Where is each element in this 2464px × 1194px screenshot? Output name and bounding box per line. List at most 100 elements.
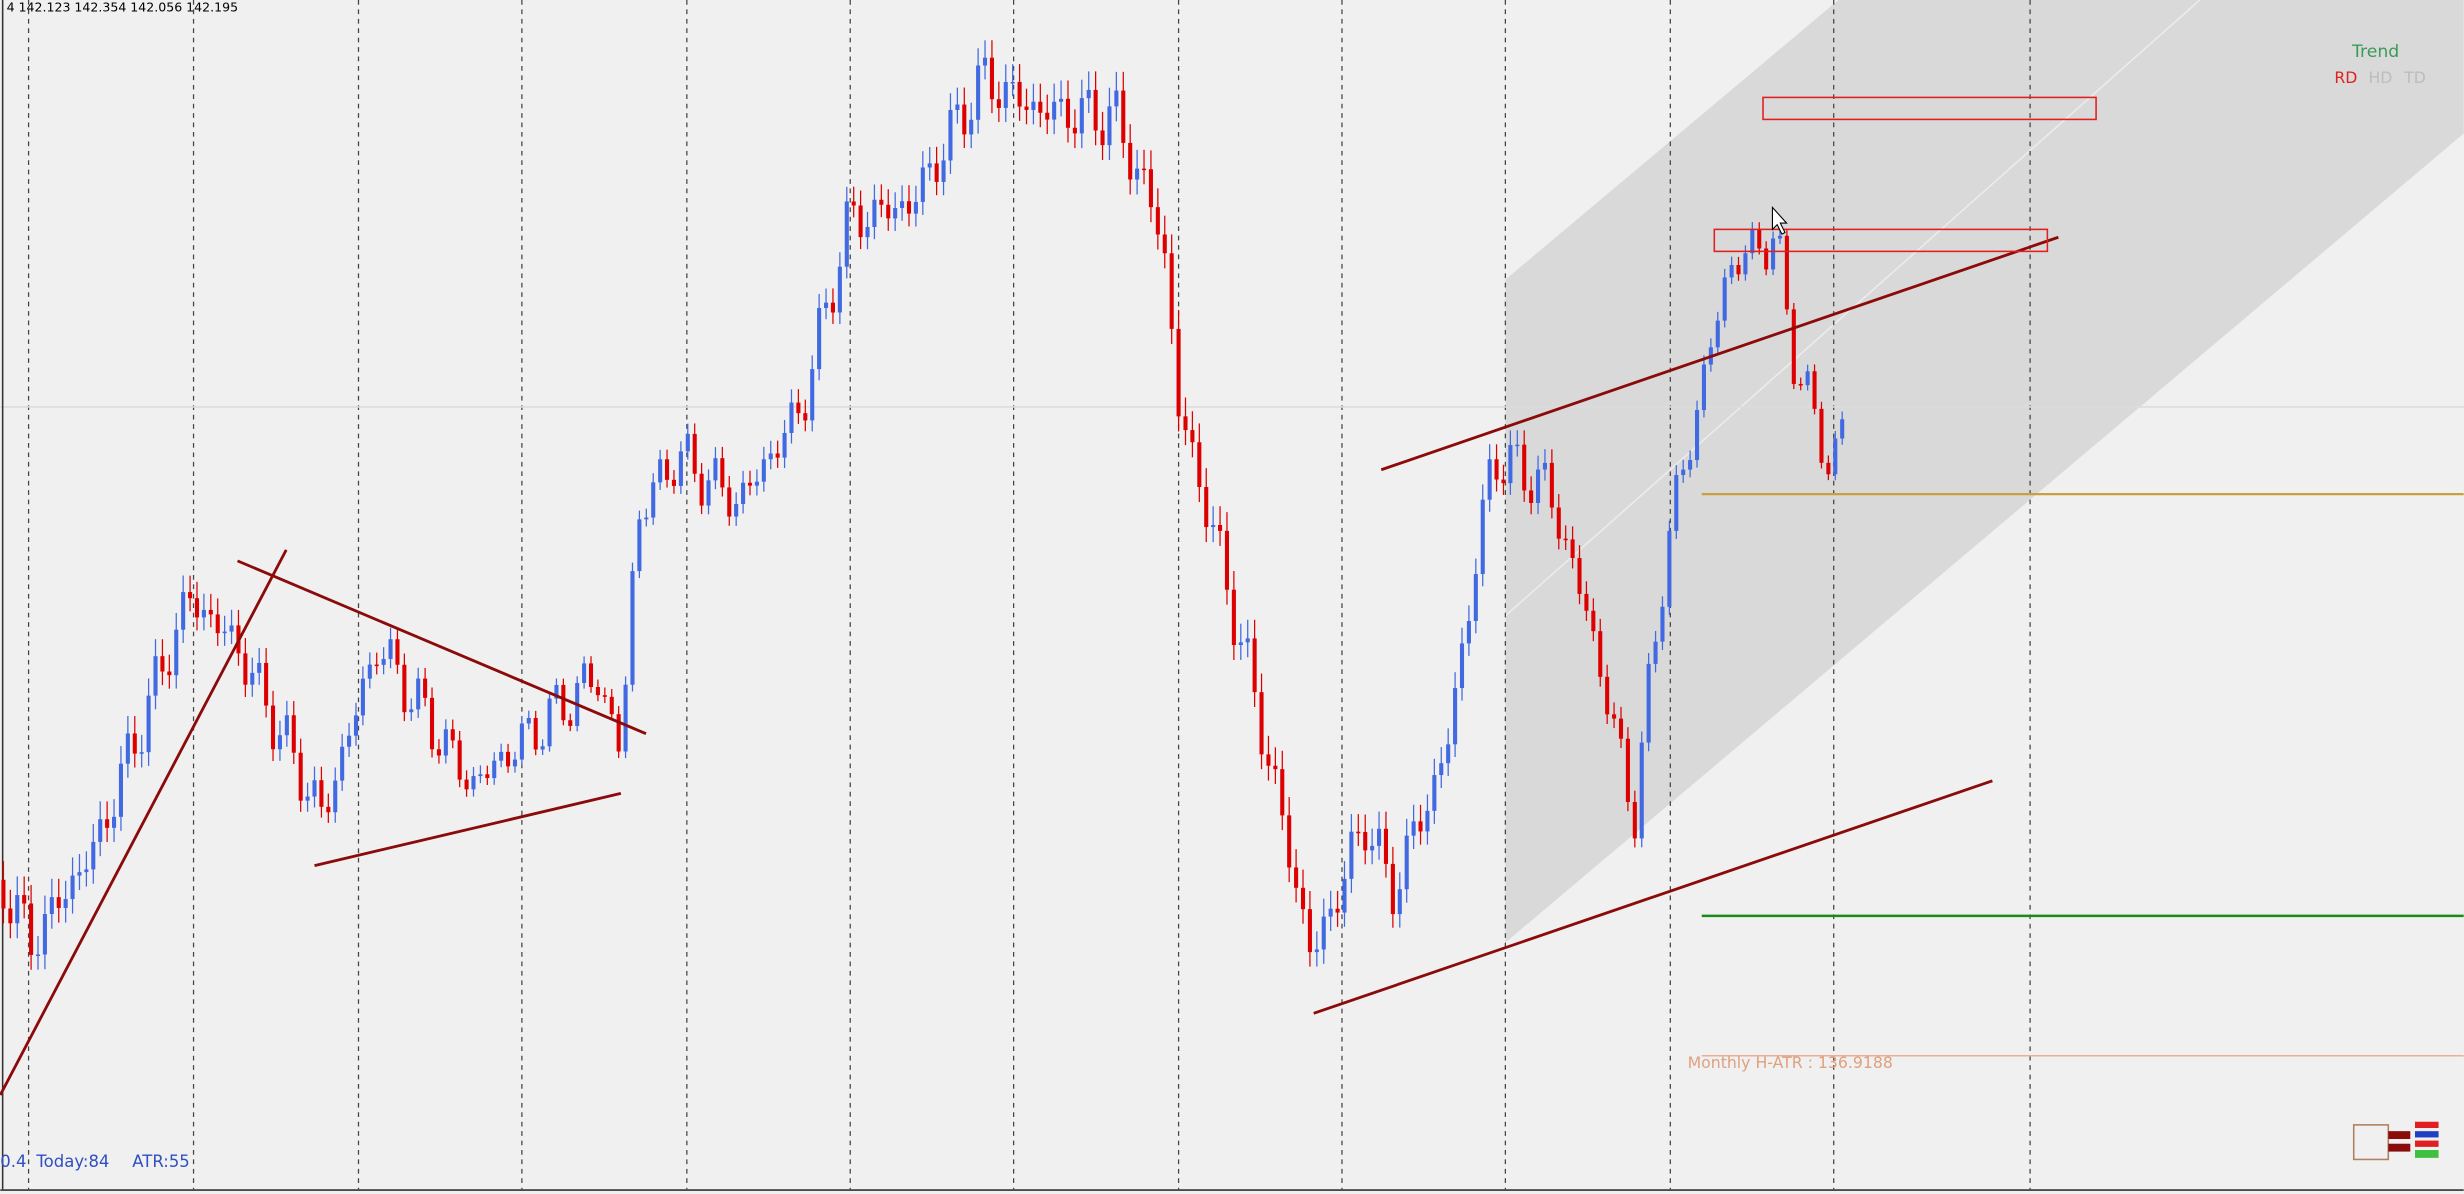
trendline <box>1380 235 2059 472</box>
candle-body <box>229 625 234 632</box>
candle-body <box>1259 692 1264 755</box>
candle-body <box>374 664 379 667</box>
trendline <box>236 559 647 735</box>
candle-body <box>194 598 200 618</box>
candle-body <box>533 717 538 750</box>
candle-body <box>1231 589 1236 646</box>
candle-body <box>506 751 511 767</box>
legend-item[interactable]: HD <box>2368 68 2392 87</box>
candle-body <box>630 571 635 685</box>
candle-body <box>1508 445 1513 484</box>
candle-body <box>381 658 386 665</box>
candle-body <box>1812 371 1817 409</box>
candle-body <box>665 459 670 480</box>
candle-body <box>63 899 68 908</box>
candle-body <box>1287 815 1292 868</box>
candle-body <box>270 705 276 750</box>
candle-body <box>727 487 732 517</box>
candle-body <box>692 433 697 474</box>
candle-body <box>837 266 842 313</box>
candle-body <box>906 201 912 214</box>
candle-body <box>1459 643 1465 689</box>
candle-body <box>1826 462 1831 475</box>
candle-body <box>789 402 794 433</box>
candle-body <box>1411 821 1416 836</box>
candle-body <box>595 686 600 696</box>
candle-body <box>1501 479 1506 484</box>
candle-body <box>1577 558 1582 594</box>
candle-body <box>803 413 808 421</box>
candle-body <box>1224 530 1230 590</box>
candle-body <box>637 519 642 572</box>
candle-body <box>1363 831 1368 851</box>
candle-body <box>1079 98 1084 134</box>
candle-body <box>1114 90 1119 107</box>
candle-body <box>139 752 144 754</box>
candle-body <box>1155 207 1160 235</box>
trendline <box>1313 779 1993 1015</box>
candle-body <box>747 482 753 486</box>
candle-body <box>132 733 137 754</box>
candle-body <box>962 104 967 135</box>
candle-body <box>1135 168 1140 180</box>
candle-body <box>1121 90 1126 143</box>
candle-body <box>651 482 656 518</box>
candle-body <box>1404 835 1409 890</box>
legend-item[interactable]: TD <box>2403 68 2426 87</box>
candle-body <box>561 684 566 721</box>
legend-item[interactable]: RD <box>2334 68 2357 87</box>
candle-body <box>29 903 34 955</box>
candle-body <box>582 663 587 684</box>
candle-body <box>1307 909 1312 953</box>
candle-body <box>499 751 504 761</box>
candle-body <box>900 201 905 209</box>
candle-body <box>1681 469 1686 476</box>
candle-body <box>678 451 683 486</box>
candle-body <box>720 458 725 488</box>
candle-body <box>347 735 352 747</box>
candle-body <box>1086 89 1091 99</box>
candle-body <box>1840 419 1845 439</box>
candle-body <box>948 110 953 161</box>
candle-body <box>464 779 469 790</box>
candle-body <box>56 897 61 908</box>
candle-body <box>658 459 663 483</box>
candle-body <box>1466 620 1471 644</box>
candle-body <box>402 664 407 713</box>
candle-body <box>298 752 303 801</box>
candle-body <box>1065 98 1071 128</box>
candle-body <box>1148 169 1153 208</box>
candle-body <box>1480 499 1485 575</box>
candle-body <box>1722 277 1727 321</box>
candle-body <box>423 678 428 698</box>
trendlines <box>0 235 2059 1096</box>
candle-body <box>1473 574 1478 621</box>
candle-body <box>1183 416 1188 431</box>
candle-body <box>188 592 193 599</box>
candle-body <box>768 453 773 460</box>
candle-body <box>1003 82 1008 108</box>
candle-body <box>823 302 829 308</box>
candle-body <box>1646 663 1651 743</box>
candle-body <box>616 714 621 752</box>
candle-body <box>1190 430 1195 443</box>
candle-body <box>1715 320 1720 348</box>
candle-body <box>1204 486 1209 528</box>
footer-value: 0.4 <box>0 1152 26 1171</box>
candle-body <box>1701 364 1706 411</box>
icon-bar <box>2415 1140 2439 1147</box>
zone-box <box>1762 96 2097 121</box>
atr-label: Monthly H-ATR : 136.9188 <box>1688 1053 1893 1072</box>
candle-body <box>920 167 925 202</box>
candle-body <box>1618 718 1624 739</box>
candle-body <box>443 729 448 756</box>
candle-body <box>1 879 6 909</box>
candle-body <box>1218 524 1223 531</box>
candle-body <box>1107 106 1112 146</box>
candle-body <box>941 160 946 182</box>
toolbar-icon[interactable] <box>2352 1121 2439 1161</box>
candle-body <box>1017 81 1022 107</box>
icon-frame <box>2352 1124 2390 1161</box>
candle-body <box>1100 130 1105 146</box>
candle-body <box>1556 507 1561 539</box>
